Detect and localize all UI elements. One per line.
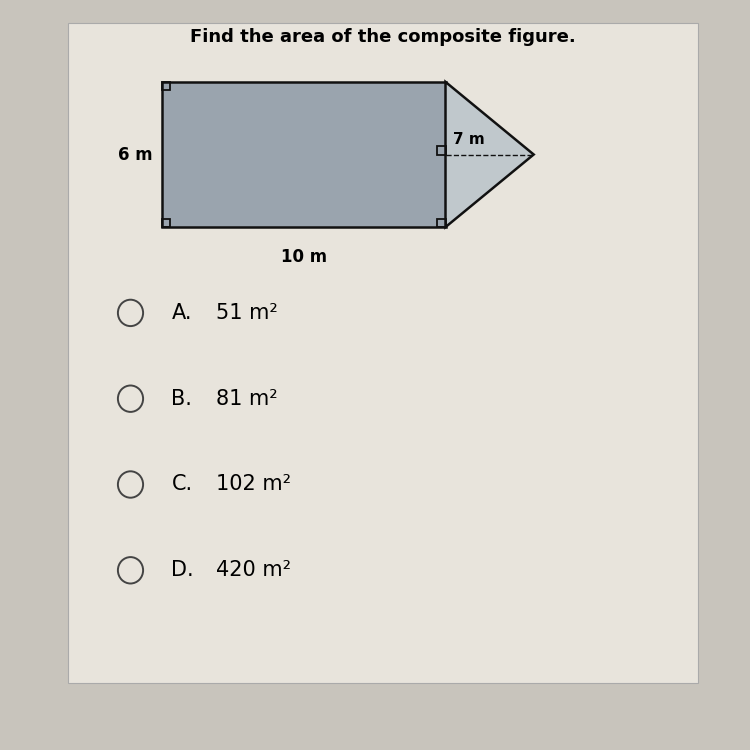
Text: 6 m: 6 m <box>118 146 152 164</box>
Polygon shape <box>446 82 534 227</box>
Text: 10 m: 10 m <box>280 248 327 266</box>
Text: 7 m: 7 m <box>453 131 484 146</box>
Text: B.: B. <box>172 388 192 409</box>
Text: 81 m²: 81 m² <box>215 388 278 409</box>
Text: A.: A. <box>172 303 192 323</box>
Polygon shape <box>162 82 446 227</box>
Text: D.: D. <box>172 560 194 580</box>
Text: Find the area of the composite figure.: Find the area of the composite figure. <box>190 28 575 46</box>
Text: C.: C. <box>172 475 193 494</box>
Text: 420 m²: 420 m² <box>215 560 291 580</box>
Text: 102 m²: 102 m² <box>215 475 291 494</box>
Text: 51 m²: 51 m² <box>215 303 278 323</box>
